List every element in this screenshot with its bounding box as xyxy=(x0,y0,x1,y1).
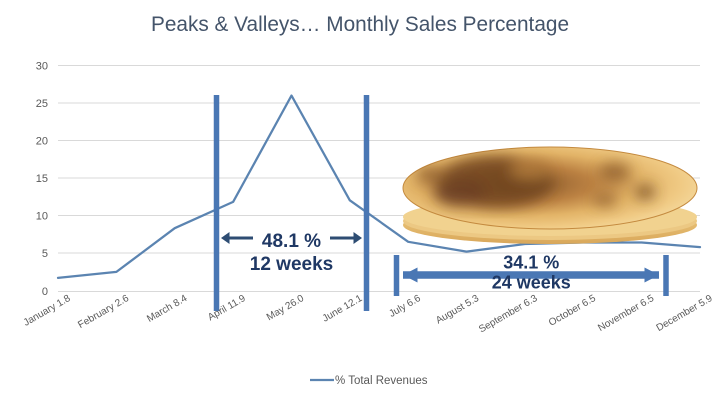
svg-text:5: 5 xyxy=(42,248,48,260)
svg-text:34.1 %: 34.1 % xyxy=(503,253,559,273)
svg-text:10: 10 xyxy=(36,211,48,223)
svg-text:August 5.3: August 5.3 xyxy=(434,293,481,327)
svg-text:December 5.9: December 5.9 xyxy=(655,293,715,334)
svg-text:% Total Revenues: % Total Revenues xyxy=(335,375,428,387)
svg-text:November 6.5: November 6.5 xyxy=(596,293,656,334)
svg-text:20: 20 xyxy=(36,136,48,148)
svg-text:24 weeks: 24 weeks xyxy=(492,273,571,293)
svg-text:February 2.6: February 2.6 xyxy=(76,293,131,331)
svg-text:12 weeks: 12 weeks xyxy=(250,254,333,275)
svg-text:July 6.6: July 6.6 xyxy=(387,293,423,320)
svg-text:30: 30 xyxy=(36,61,48,73)
svg-text:January 1.8: January 1.8 xyxy=(22,293,73,329)
svg-text:April 11.9: April 11.9 xyxy=(206,293,248,323)
svg-text:0: 0 xyxy=(42,286,48,298)
svg-text:48.1 %: 48.1 % xyxy=(262,231,321,252)
svg-text:15: 15 xyxy=(36,173,48,185)
svg-text:March 8.4: March 8.4 xyxy=(145,293,189,325)
svg-text:September 6.3: September 6.3 xyxy=(477,293,540,336)
svg-text:October 6.5: October 6.5 xyxy=(547,293,598,329)
svg-text:June 12.1: June 12.1 xyxy=(321,293,365,325)
svg-text:25: 25 xyxy=(36,98,48,110)
svg-text:May 26.0: May 26.0 xyxy=(265,293,307,323)
